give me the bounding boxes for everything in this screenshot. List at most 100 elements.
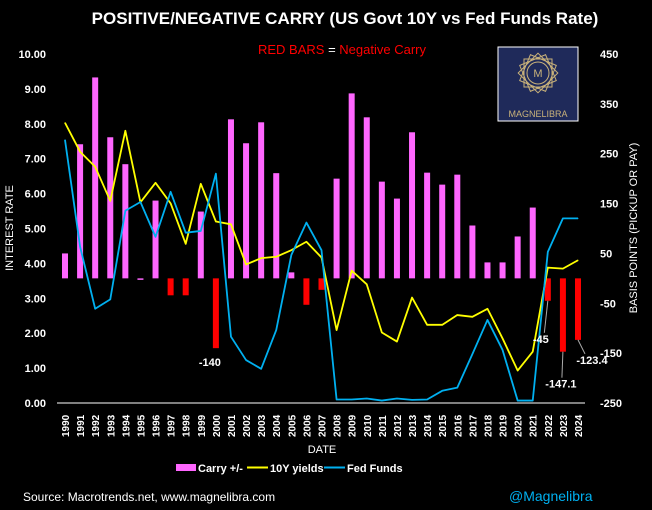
carry-bar	[393, 198, 400, 279]
left-tick-label: 4.00	[25, 258, 46, 270]
chart-title: POSITIVE/NEGATIVE CARRY (US Govt 10Y vs …	[92, 9, 599, 28]
carry-bar	[243, 143, 250, 279]
data-point	[351, 399, 353, 401]
data-point	[124, 130, 126, 132]
data-point	[562, 217, 564, 219]
legend-label-fedfunds: Fed Funds	[347, 463, 403, 475]
left-tick-label: 1.00	[25, 363, 46, 375]
carry-bar	[92, 77, 99, 279]
x-tick-label: 2000	[212, 414, 223, 437]
right-tick-label: 250	[600, 149, 618, 161]
data-label: -45	[533, 334, 549, 346]
carry-bar	[363, 117, 370, 279]
carry-bar	[333, 178, 340, 279]
carry-bar	[273, 173, 280, 279]
data-point	[396, 341, 398, 343]
data-point	[109, 298, 111, 300]
twitter-handle[interactable]: @Magnelibra	[509, 488, 593, 504]
left-tick-label: 3.00	[25, 293, 46, 305]
right-tick-label: -250	[600, 398, 622, 410]
x-tick-label: 2023	[559, 414, 570, 437]
legend-label-carry: Carry +/-	[198, 463, 243, 475]
x-axis-label: DATE	[308, 444, 337, 456]
data-point	[109, 200, 111, 202]
data-point	[517, 370, 519, 372]
data-point	[426, 324, 428, 326]
data-point	[381, 400, 383, 402]
left-tick-label: 2.00	[25, 328, 46, 340]
right-tick-label: 450	[600, 49, 618, 61]
data-point	[486, 308, 488, 310]
data-point	[577, 259, 579, 261]
carry-bar	[559, 278, 566, 352]
data-point	[471, 316, 473, 318]
right-axis-ticks: -250 -150 -50 50 150 250 350 450	[600, 49, 622, 410]
x-tick-label: 2008	[333, 414, 344, 437]
x-tick-label: 2013	[408, 414, 419, 437]
x-tick-label: 2018	[483, 414, 494, 437]
right-tick-label: 50	[600, 248, 612, 260]
x-tick-label: 2004	[272, 414, 283, 437]
left-tick-label: 5.00	[25, 224, 46, 236]
data-point	[215, 173, 217, 175]
data-point	[185, 243, 187, 245]
carry-bar	[454, 174, 461, 279]
left-axis-ticks: 0.00 1.00 2.00 3.00 4.00 5.00 6.00 7.00 8.00 9.00…	[18, 49, 46, 410]
data-point	[200, 230, 202, 232]
data-label: -147.1	[545, 379, 576, 391]
data-point	[411, 399, 413, 401]
carry-bar	[167, 278, 174, 296]
data-point	[532, 400, 534, 402]
data-point	[230, 223, 232, 225]
x-tick-label: 2007	[318, 414, 329, 437]
data-point	[124, 210, 126, 212]
data-point	[547, 267, 549, 269]
x-tick-label: 2017	[468, 414, 479, 437]
carry-bar	[152, 200, 159, 279]
carry-bar	[303, 278, 310, 305]
x-tick-label: 2010	[363, 414, 374, 437]
x-tick-label: 2005	[287, 414, 298, 437]
x-tick-label: 2019	[499, 414, 510, 437]
data-point	[260, 368, 262, 370]
svg-text:MAGNELIBRA: MAGNELIBRA	[508, 109, 567, 119]
carry-bars	[62, 77, 581, 352]
right-tick-label: 350	[600, 99, 618, 111]
data-point	[366, 397, 368, 399]
data-point	[155, 182, 157, 184]
carry-bar	[544, 278, 551, 301]
data-point	[396, 397, 398, 399]
x-tick-label: 2003	[257, 414, 268, 437]
data-point	[456, 387, 458, 389]
right-tick-label: -50	[600, 298, 616, 310]
carry-bar	[227, 119, 234, 279]
annotation-leader	[577, 339, 586, 355]
data-point	[79, 246, 81, 248]
data-label: -123.4	[576, 355, 608, 367]
data-point	[170, 202, 172, 204]
carry-bar	[514, 236, 521, 279]
data-point	[215, 221, 217, 223]
x-tick-label: 1992	[91, 414, 102, 437]
x-tick-label: 2016	[453, 414, 464, 437]
x-tick-label: 1990	[61, 414, 72, 437]
carry-bar	[424, 172, 431, 279]
x-tick-label: 2002	[242, 414, 253, 437]
data-point	[411, 297, 413, 299]
carry-bar	[318, 278, 325, 290]
carry-bar	[182, 278, 189, 296]
data-point	[155, 236, 157, 238]
source-text: Source: Macrotrends.net, www.magnelibra.…	[23, 490, 275, 504]
data-point	[290, 249, 292, 251]
data-point	[577, 217, 579, 219]
x-tick-label: 1997	[167, 414, 178, 437]
data-point	[79, 151, 81, 153]
data-point	[486, 319, 488, 321]
x-tick-label: 2021	[529, 414, 540, 437]
data-point	[502, 349, 504, 351]
carry-bar	[529, 207, 536, 279]
data-point	[275, 329, 277, 331]
carry-bar	[439, 184, 446, 279]
carry-bar	[469, 225, 476, 279]
carry-bar	[197, 211, 204, 279]
